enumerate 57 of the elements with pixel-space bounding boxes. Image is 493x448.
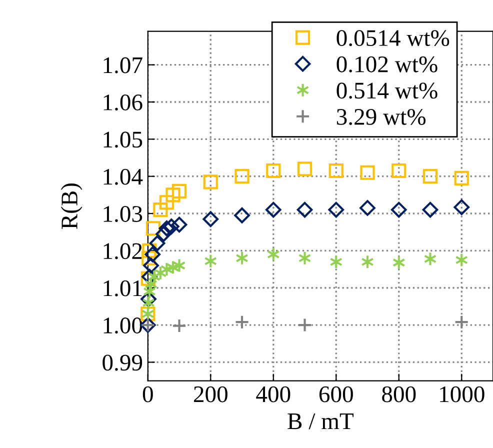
y-tick-label: 1.03 <box>104 206 142 222</box>
point <box>153 202 168 218</box>
point <box>172 184 187 199</box>
y-tick-label: 1.01 <box>104 280 142 296</box>
point <box>143 258 159 274</box>
x-tick-label: 400 <box>256 386 290 402</box>
point <box>360 200 376 216</box>
legend-label: 0.0514 wt% <box>336 30 450 46</box>
point <box>142 243 157 258</box>
point <box>454 314 469 330</box>
point <box>360 165 375 180</box>
x-tick-label: 800 <box>382 386 416 402</box>
point <box>156 226 172 242</box>
point <box>142 250 156 266</box>
point <box>265 202 282 218</box>
y-tick-label: 1.06 <box>104 94 142 111</box>
legend-label: 3.29 wt% <box>336 108 426 125</box>
point <box>171 216 188 233</box>
point <box>266 163 281 178</box>
point <box>146 221 161 236</box>
x-axis-title: B / mT <box>288 413 354 430</box>
point <box>296 202 313 218</box>
point <box>422 202 438 218</box>
point <box>202 211 219 228</box>
x-tick-label: 1000 <box>440 386 484 402</box>
point <box>144 246 161 262</box>
point <box>164 218 180 234</box>
x-tick-label: 200 <box>194 386 228 402</box>
point <box>172 318 187 334</box>
point <box>158 220 175 236</box>
point <box>328 202 344 218</box>
y-axis-title: R(B) <box>60 184 82 230</box>
point <box>234 207 250 224</box>
legend-label: 0.102 wt% <box>336 56 438 72</box>
point <box>234 169 250 184</box>
y-tick-label: 1.04 <box>104 168 143 185</box>
point <box>454 170 469 186</box>
y-tick-label: 1.05 <box>104 132 142 148</box>
point <box>203 174 218 190</box>
point <box>454 199 470 216</box>
point <box>390 202 407 218</box>
point <box>297 162 312 176</box>
point <box>159 195 174 210</box>
y-tick-label: 1.07 <box>104 57 142 74</box>
point <box>328 163 344 178</box>
y-tick-label: 0.99 <box>102 354 142 371</box>
point <box>422 169 438 184</box>
point <box>140 291 156 307</box>
point <box>166 188 180 202</box>
y-tick-label: 1.02 <box>104 243 142 260</box>
point <box>234 314 250 330</box>
point <box>149 235 166 252</box>
x-tick-label: 0 <box>142 386 153 402</box>
point <box>297 318 312 332</box>
point <box>392 163 406 178</box>
y-tick-label: 1.00 <box>104 318 142 334</box>
x-tick-label: 600 <box>319 386 353 402</box>
